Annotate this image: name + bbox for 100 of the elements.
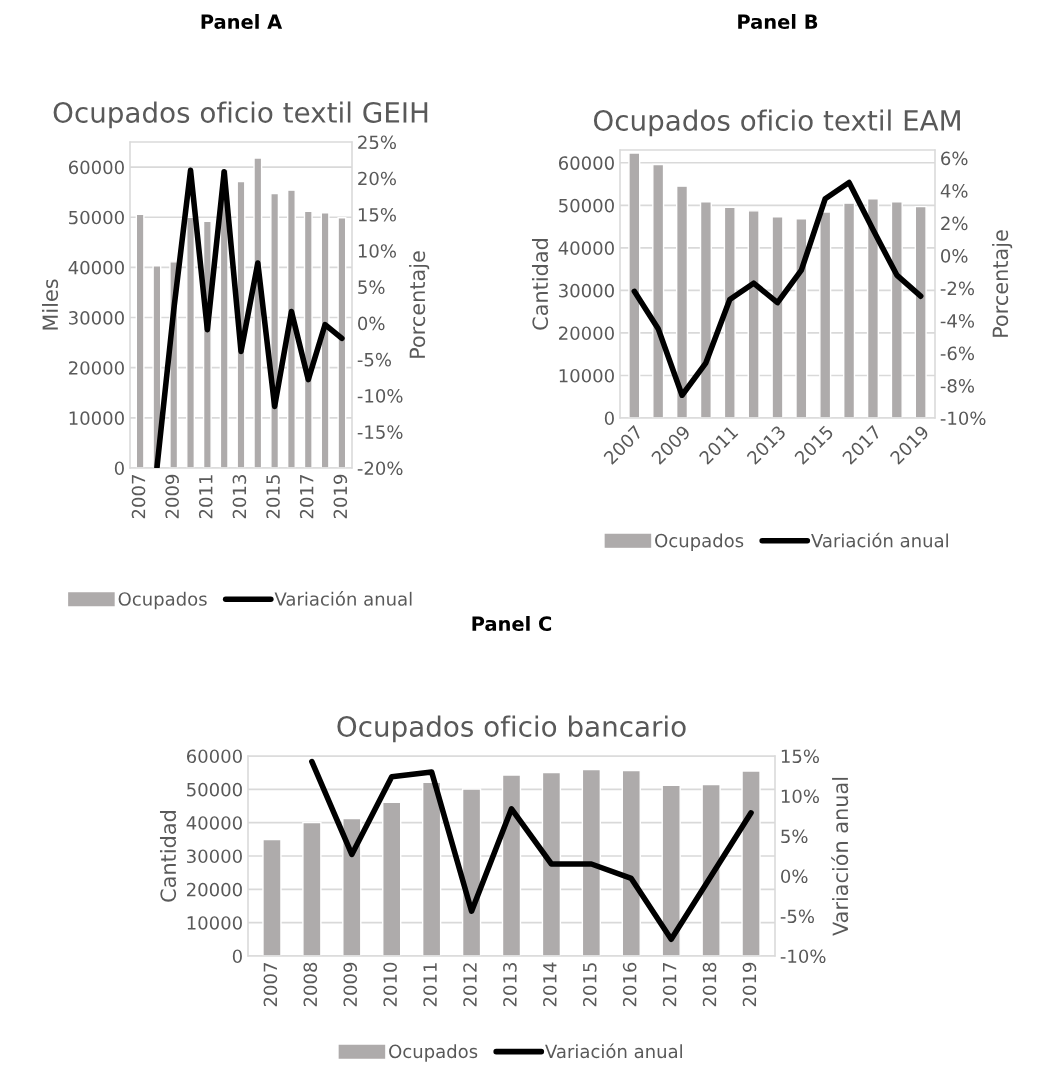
- x-tick-label: 2014: [543, 962, 557, 1007]
- y2-axis-title: Porcentaje: [992, 230, 1013, 337]
- bar: [501, 774, 522, 956]
- y-tick-label: 40000: [186, 816, 242, 830]
- x-tick-label: 2013: [503, 963, 517, 1007]
- y-tick-label: 10000: [69, 411, 124, 425]
- y2-tick-label: -8%: [940, 378, 975, 393]
- chart-title: Ocupados oficio bancario: [337, 715, 686, 743]
- bar: [890, 201, 903, 418]
- y2-tick-label: 4%: [940, 184, 968, 198]
- x-tick-label: 2015: [266, 475, 280, 519]
- chart-title: Ocupados oficio textil EAM: [593, 109, 960, 137]
- bar: [652, 163, 665, 418]
- y2-tick-label: -4%: [940, 314, 975, 328]
- y-tick-label: 10000: [187, 916, 242, 930]
- bar: [843, 202, 856, 418]
- x-tick-label: 2017: [662, 963, 677, 1007]
- y2-tick-label: -5%: [780, 909, 815, 924]
- y2-tick-label: -5%: [357, 352, 392, 367]
- y-tick-label: 0: [604, 411, 614, 426]
- y2-tick-label: 15%: [358, 207, 396, 222]
- legend-label: Ocupados: [389, 1044, 478, 1062]
- x-tick-label: 2015: [582, 963, 597, 1007]
- y2-tick-label: -20%: [357, 461, 403, 476]
- bar: [628, 152, 641, 418]
- y2-tick-label: 5%: [358, 280, 385, 295]
- y-tick-label: 40000: [68, 260, 124, 275]
- y2-tick-label: 10%: [781, 789, 819, 804]
- y2-axis-title: Variación anual: [831, 777, 849, 936]
- y-tick-label: 10000: [559, 368, 614, 383]
- y2-tick-label: -10%: [940, 411, 986, 426]
- y2-tick-label: -2%: [940, 281, 975, 296]
- y-tick-label: 20000: [69, 361, 124, 375]
- y-tick-label: 20000: [559, 326, 614, 341]
- x-tick-label: 2011: [198, 475, 213, 519]
- bar: [135, 213, 145, 468]
- y2-tick-label: 25%: [358, 135, 396, 150]
- x-tick-label: 2018: [702, 962, 717, 1007]
- y2-tick-label: 10%: [358, 244, 396, 258]
- bar: [302, 821, 322, 956]
- y-tick-label: 0: [114, 461, 124, 476]
- bar: [320, 212, 330, 468]
- text: Panel B: [738, 14, 818, 30]
- bar: [621, 769, 641, 956]
- x-tick-label: 2007: [131, 475, 146, 519]
- text: Panel A: [201, 14, 283, 30]
- bar: [675, 185, 689, 418]
- y-axis-title: Miles: [41, 279, 59, 330]
- x-tick-label: 2007: [263, 963, 278, 1007]
- y-axis-title: Cantidad: [159, 811, 177, 902]
- y2-tick-label: 20%: [358, 171, 396, 186]
- bar: [286, 189, 296, 468]
- y2-tick-label: 0%: [781, 869, 808, 884]
- y-tick-label: 50000: [559, 198, 614, 213]
- y-tick-label: 20000: [187, 882, 242, 897]
- bar: [541, 771, 562, 956]
- x-tick-label: 2013: [232, 475, 247, 519]
- y2-tick-label: 0%: [941, 249, 968, 263]
- y-tick-label: 30000: [559, 283, 614, 298]
- text: Panel C: [472, 616, 552, 632]
- bar: [661, 784, 681, 956]
- bar: [303, 210, 313, 468]
- y-tick-label: 30000: [69, 311, 124, 325]
- y-tick-label: 60000: [558, 156, 614, 170]
- y2-tick-label: -10%: [357, 389, 403, 403]
- bar: [382, 801, 402, 956]
- x-tick-label: 2009: [165, 474, 179, 519]
- bar: [699, 201, 712, 418]
- y2-tick-label: 15%: [781, 749, 819, 764]
- y2-tick-label: 5%: [781, 829, 808, 844]
- y2-tick-label: 0%: [358, 316, 385, 331]
- bar: [337, 217, 347, 468]
- legend-label: Ocupados: [655, 533, 744, 551]
- bar: [186, 216, 196, 468]
- x-tick-label: 2012: [463, 963, 477, 1007]
- bar: [723, 206, 736, 418]
- x-tick-label: 2016: [622, 962, 637, 1007]
- y2-axis-title: Porcentaje: [409, 251, 430, 358]
- x-tick-label: 2008: [303, 962, 318, 1007]
- y-tick-label: 60000: [68, 160, 124, 175]
- bar: [747, 210, 760, 418]
- y-tick-label: 60000: [186, 749, 242, 764]
- y2-tick-label: -10%: [780, 949, 826, 964]
- legend-label: Variación anual: [274, 591, 412, 606]
- bar: [421, 781, 442, 956]
- bar: [701, 783, 721, 956]
- bar: [741, 770, 761, 956]
- y-tick-label: 40000: [558, 241, 614, 255]
- bar: [581, 768, 602, 956]
- x-tick-label: 2010: [383, 962, 397, 1007]
- x-tick-label: 2019: [333, 474, 348, 519]
- y-axis-title: Cantidad: [531, 239, 549, 330]
- y2-tick-label: -15%: [357, 425, 403, 439]
- bar: [795, 218, 808, 418]
- y2-tick-label: -6%: [940, 346, 975, 361]
- bar: [771, 216, 784, 418]
- y2-tick-label: 2%: [941, 216, 968, 231]
- y-tick-label: 0: [232, 949, 242, 964]
- bar: [819, 211, 832, 418]
- x-tick-label: 2017: [299, 475, 314, 519]
